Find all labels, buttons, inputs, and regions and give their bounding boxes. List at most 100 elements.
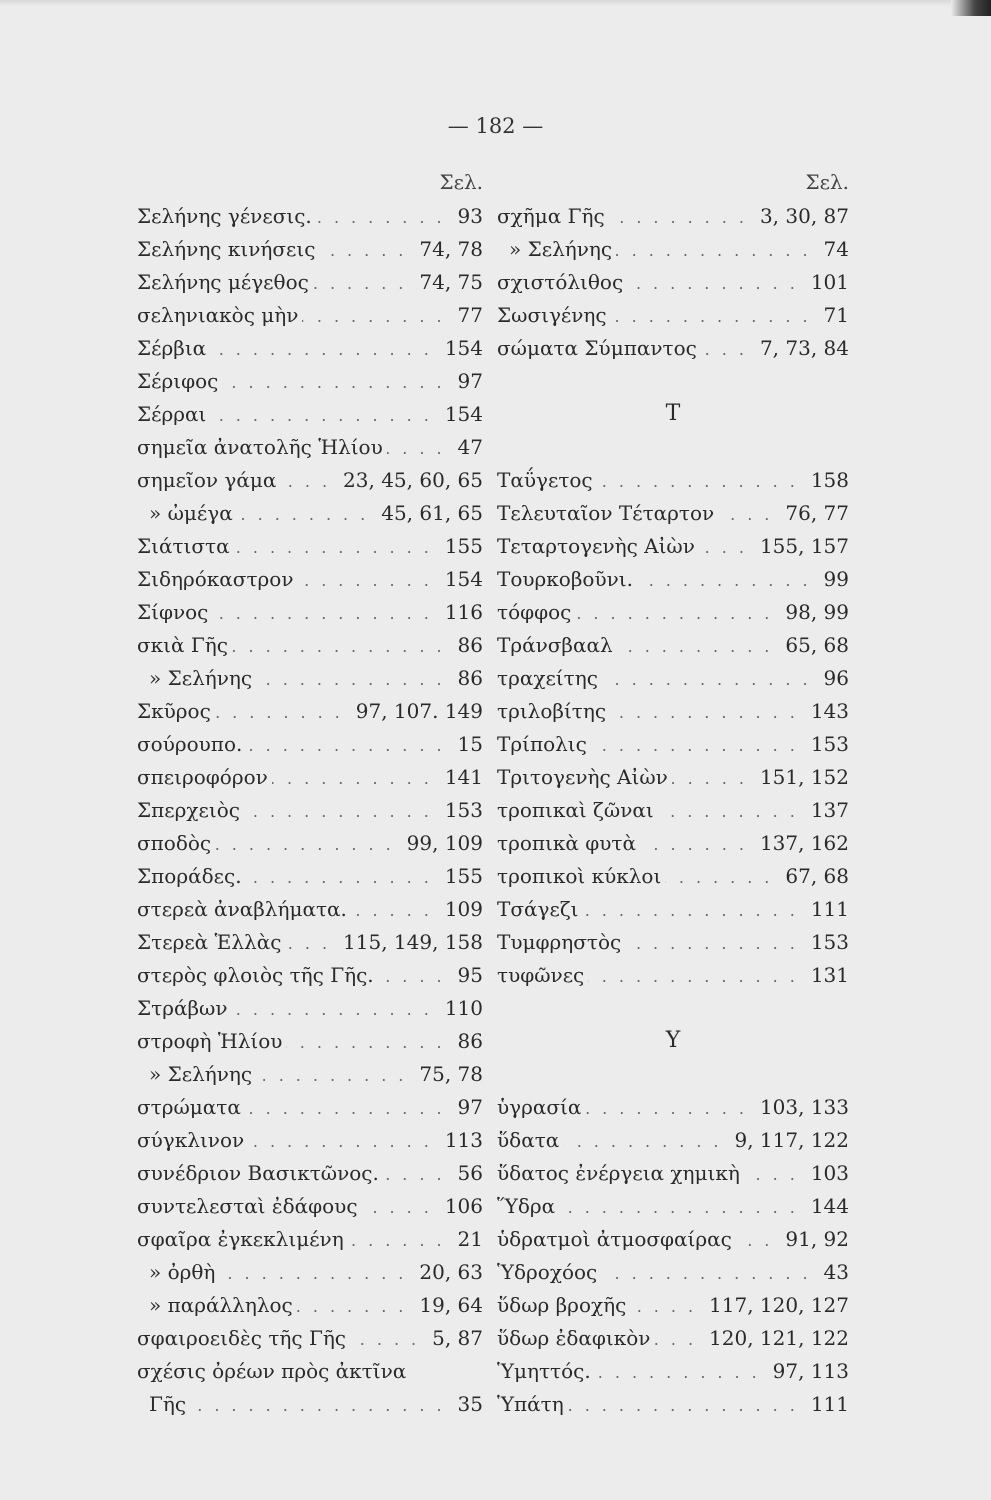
index-entry: σπειροφόρον....................141	[137, 761, 483, 793]
dot-leader: ....................	[718, 505, 782, 524]
entry-pages: 111	[810, 1392, 849, 1416]
entry-term: τριλοβίτης	[497, 699, 607, 723]
index-entry: ὕδατος ἐνέργεια χημικὴ..................…	[497, 1157, 849, 1189]
entry-term: τροπικὰ φυτὰ	[497, 831, 636, 855]
index-entry: ὕδωρ ἐδαφικὸν....................120, 12…	[497, 1322, 849, 1354]
dot-leader: ....................	[286, 1033, 454, 1052]
entry-pages: 154	[444, 567, 483, 591]
entry-term: σούρουπο.	[137, 732, 243, 756]
index-entry: σημεῖον γάμα....................23, 45, …	[137, 464, 483, 496]
entry-term: ὕδατα	[497, 1128, 560, 1152]
dot-leader: ....................	[601, 1264, 820, 1283]
entry-term: Ὑμηττός.	[497, 1359, 591, 1383]
index-entry: » παράλληλος....................19, 64	[137, 1289, 483, 1321]
entry-term: Γῆς	[149, 1392, 187, 1416]
dot-leader: ....................	[630, 1297, 706, 1316]
index-entry: Σελήνης γένεσις.....................93	[137, 200, 483, 232]
index-entry: Σιδηρόκαστρον....................154	[137, 563, 483, 595]
dot-leader: ....................	[627, 274, 807, 293]
entry-term: στρώματα	[137, 1095, 241, 1119]
entry-pages: 153	[444, 798, 483, 822]
index-entry: ὕδατα....................9, 117, 122	[497, 1124, 849, 1156]
entry-term: Σελήνης μέγεθος	[137, 270, 309, 294]
entry-term: σημεῖα ἀνατολῆς Ἡλίου	[137, 435, 383, 459]
dot-leader: ....................	[319, 241, 416, 260]
entry-term: σφαῖρα ἐγκεκλιμένη	[137, 1227, 344, 1251]
entry-term: σποδὸς	[137, 831, 212, 855]
entry-term: Τελευταῖον Τέταρτον	[497, 501, 715, 525]
entry-pages: 97, 113	[772, 1359, 849, 1383]
entry-pages: 137	[810, 798, 849, 822]
index-entry: συνέδριον Βασικτῶνος....................…	[137, 1157, 483, 1189]
index-entry: Σωσιγένης....................71	[497, 299, 849, 331]
entry-pages: 21	[457, 1227, 483, 1251]
entry-pages: 97	[457, 369, 483, 393]
index-entry: Τσάγεζι....................111	[497, 893, 849, 925]
entry-pages: 23, 45, 60, 65	[343, 468, 483, 492]
entry-pages: 99	[823, 567, 849, 591]
entry-pages: 99, 109	[406, 831, 483, 855]
entry-term: ὕδωρ βροχῆς	[497, 1293, 627, 1317]
index-entry: » Σελήνης....................74	[497, 233, 849, 265]
dot-leader: ....................	[280, 472, 340, 491]
dot-leader: ....................	[246, 736, 454, 755]
dot-leader: ....................	[567, 1396, 807, 1415]
index-entry: στερὸς φλοιὸς τῆς Γῆς...................…	[137, 959, 483, 991]
entry-pages: 76, 77	[785, 501, 849, 525]
entry-term: Σπερχειὸς	[137, 798, 240, 822]
entry-pages: 153	[810, 732, 849, 756]
section-letter-heading: Υ	[665, 1028, 681, 1053]
entry-pages: 3, 30, 87	[759, 204, 849, 228]
dot-leader: ....................	[210, 406, 441, 425]
index-entry: Στράβων....................110	[137, 992, 483, 1024]
page-edge-corner	[951, 0, 991, 16]
dot-leader: ....................	[232, 1000, 441, 1019]
dot-leader: ....................	[378, 967, 454, 986]
dot-leader: ....................	[597, 472, 807, 491]
dot-leader: ....................	[575, 604, 782, 623]
index-entry: συντελεσταὶ ἐδάφους....................1…	[137, 1190, 483, 1222]
entry-term: στερεὰ ἀναβλήματα.	[137, 897, 347, 921]
entry-term: » Σελήνης	[149, 1062, 253, 1086]
index-entry: Ὑμηττός.....................97, 113	[497, 1355, 849, 1387]
index-entry: Σέρβια....................154	[137, 332, 483, 364]
entry-term: Ὑπάτη	[497, 1392, 564, 1416]
entry-pages: 103, 133	[759, 1095, 849, 1119]
entry-pages: 71	[823, 303, 849, 327]
index-entry: Τουρκοβοῦνι.....................99	[497, 563, 849, 595]
entry-pages: 86	[457, 633, 483, 657]
entry-term: συνέδριον Βασικτῶνος.	[137, 1161, 379, 1185]
index-entry: τροπικὰ φυτὰ....................137, 162	[497, 827, 849, 859]
entry-term: » ὀρθὴ	[149, 1260, 216, 1284]
section-letter-heading: Τ	[665, 401, 681, 426]
entry-term: Σέρβια	[137, 336, 207, 360]
dot-leader: ....................	[271, 769, 441, 788]
index-entry: Σελήνης μέγεθος....................74, 7…	[137, 266, 483, 298]
entry-term: ὑγρασία	[497, 1095, 582, 1119]
entry-pages: 7, 73, 84	[759, 336, 849, 360]
index-entry: Τελευταῖον Τέταρτον....................7…	[497, 497, 849, 529]
entry-term: συντελεσταὶ ἐδάφους	[137, 1194, 358, 1218]
index-entry: Τρίπολις....................153	[497, 728, 849, 760]
dot-leader: ....................	[256, 670, 454, 689]
entry-term: Στερεὰ Ἑλλὰς	[137, 930, 282, 954]
index-entry: σώματα Σύμπαντος....................7, 7…	[497, 332, 849, 364]
dot-leader: ....................	[654, 1330, 706, 1349]
entry-term: Στράβων	[137, 996, 228, 1020]
entry-term: τροπικαὶ ζῶναι	[497, 798, 654, 822]
dot-leader: ....................	[611, 307, 820, 326]
entry-term: σημεῖον γάμα	[137, 468, 277, 492]
entry-term: » παράλληλος	[149, 1293, 293, 1317]
entry-pages: 74, 75	[419, 270, 483, 294]
entry-term: σχῆμα Γῆς	[497, 204, 605, 228]
entry-term: Σποράδες.	[137, 864, 242, 888]
entry-pages: 96	[823, 666, 849, 690]
index-entry: τόφφος....................98, 99	[497, 596, 849, 628]
entry-pages: 35	[457, 1392, 483, 1416]
dot-leader: ....................	[231, 637, 454, 656]
index-entry: σκιὰ Γῆς....................86	[137, 629, 483, 661]
entry-pages: 154	[444, 336, 483, 360]
index-entry: Τράνσβααλ....................65, 68	[497, 629, 849, 661]
entry-pages: 109	[444, 897, 483, 921]
index-entry: Σέριφος....................97	[137, 365, 483, 397]
